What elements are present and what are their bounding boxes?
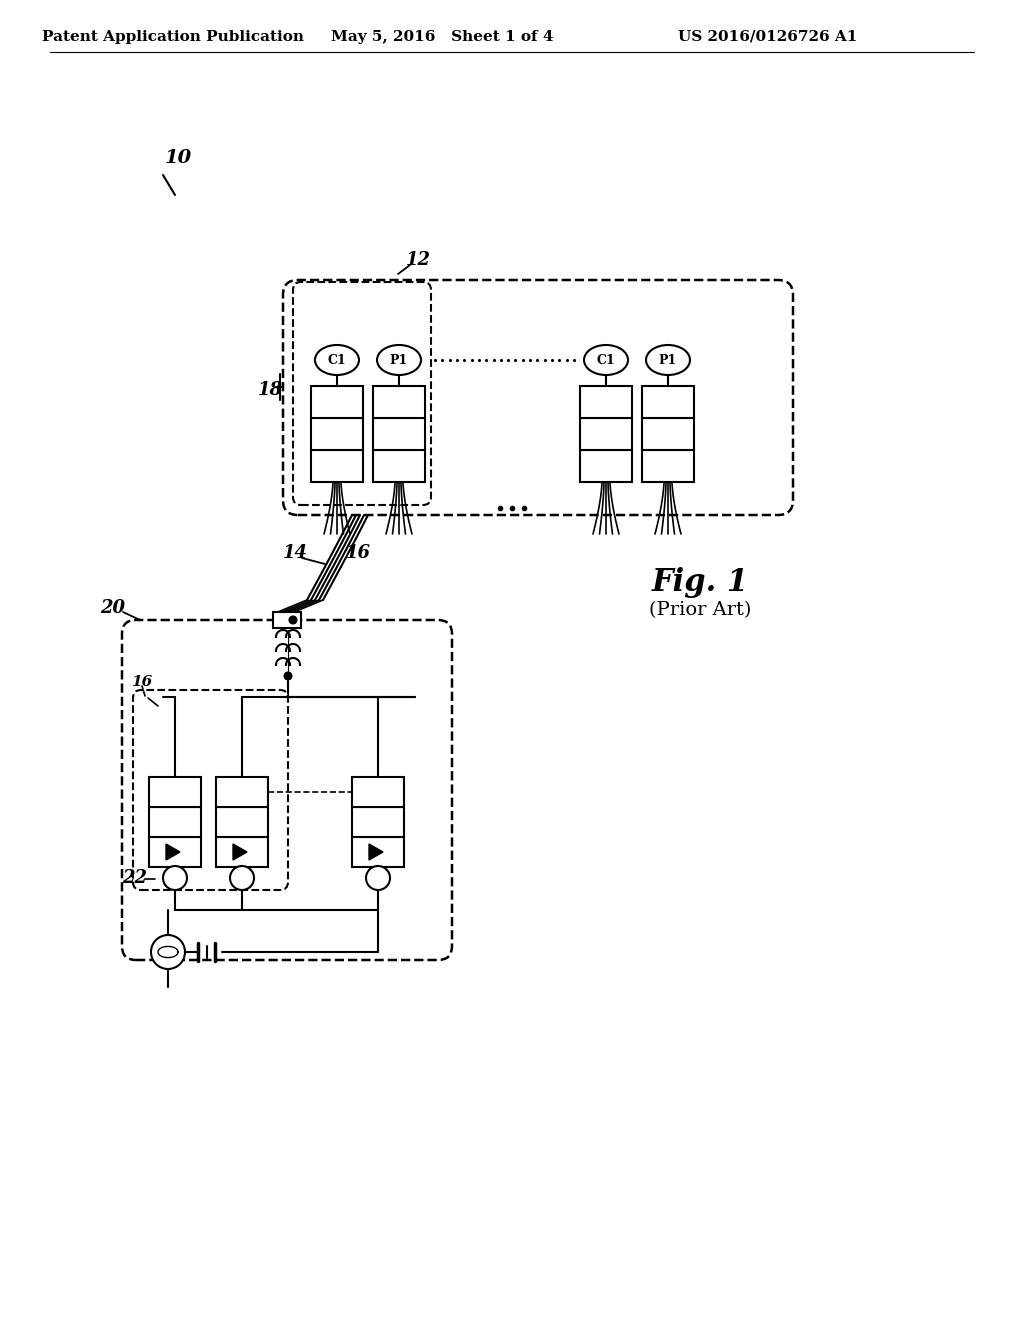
Text: 20: 20	[100, 599, 126, 616]
Circle shape	[163, 866, 187, 890]
Circle shape	[230, 866, 254, 890]
FancyBboxPatch shape	[122, 620, 452, 960]
Text: 16: 16	[345, 544, 371, 562]
Polygon shape	[233, 843, 247, 861]
Ellipse shape	[584, 345, 628, 375]
Text: 12: 12	[406, 251, 430, 269]
Ellipse shape	[315, 345, 359, 375]
Bar	[642, 385, 694, 418]
Text: US 2016/0126726 A1: US 2016/0126726 A1	[678, 30, 858, 44]
Bar	[352, 807, 404, 837]
Text: 16: 16	[131, 675, 153, 689]
Bar	[273, 612, 301, 628]
Text: C1: C1	[597, 354, 615, 367]
Circle shape	[366, 866, 390, 890]
FancyBboxPatch shape	[293, 282, 431, 506]
Bar	[150, 777, 201, 807]
Bar	[373, 418, 425, 450]
Bar	[311, 450, 362, 482]
Circle shape	[151, 935, 185, 969]
Text: (Prior Art): (Prior Art)	[649, 601, 752, 619]
Bar	[642, 418, 694, 450]
Bar	[311, 418, 362, 450]
Text: May 5, 2016   Sheet 1 of 4: May 5, 2016 Sheet 1 of 4	[331, 30, 553, 44]
Text: 10: 10	[165, 149, 191, 168]
Bar	[373, 450, 425, 482]
Text: 22: 22	[123, 869, 147, 887]
Text: Patent Application Publication: Patent Application Publication	[42, 30, 304, 44]
Text: 18: 18	[257, 381, 283, 399]
Bar	[150, 807, 201, 837]
Bar	[216, 837, 268, 867]
Text: P1: P1	[390, 354, 409, 367]
Bar	[216, 777, 268, 807]
Text: C1: C1	[328, 354, 346, 367]
Ellipse shape	[646, 345, 690, 375]
Bar	[580, 418, 632, 450]
Text: Fig. 1: Fig. 1	[651, 566, 749, 598]
FancyBboxPatch shape	[133, 690, 288, 890]
Bar	[580, 450, 632, 482]
Polygon shape	[369, 843, 383, 861]
Polygon shape	[166, 843, 180, 861]
Text: 14: 14	[283, 544, 307, 562]
FancyBboxPatch shape	[283, 280, 793, 515]
Bar	[373, 385, 425, 418]
Bar	[352, 837, 404, 867]
Bar	[216, 807, 268, 837]
Bar	[580, 385, 632, 418]
Ellipse shape	[377, 345, 421, 375]
Bar	[352, 777, 404, 807]
Text: P1: P1	[658, 354, 677, 367]
Circle shape	[285, 672, 292, 680]
Bar	[642, 450, 694, 482]
Circle shape	[290, 616, 297, 623]
Bar	[150, 837, 201, 867]
Bar	[311, 385, 362, 418]
